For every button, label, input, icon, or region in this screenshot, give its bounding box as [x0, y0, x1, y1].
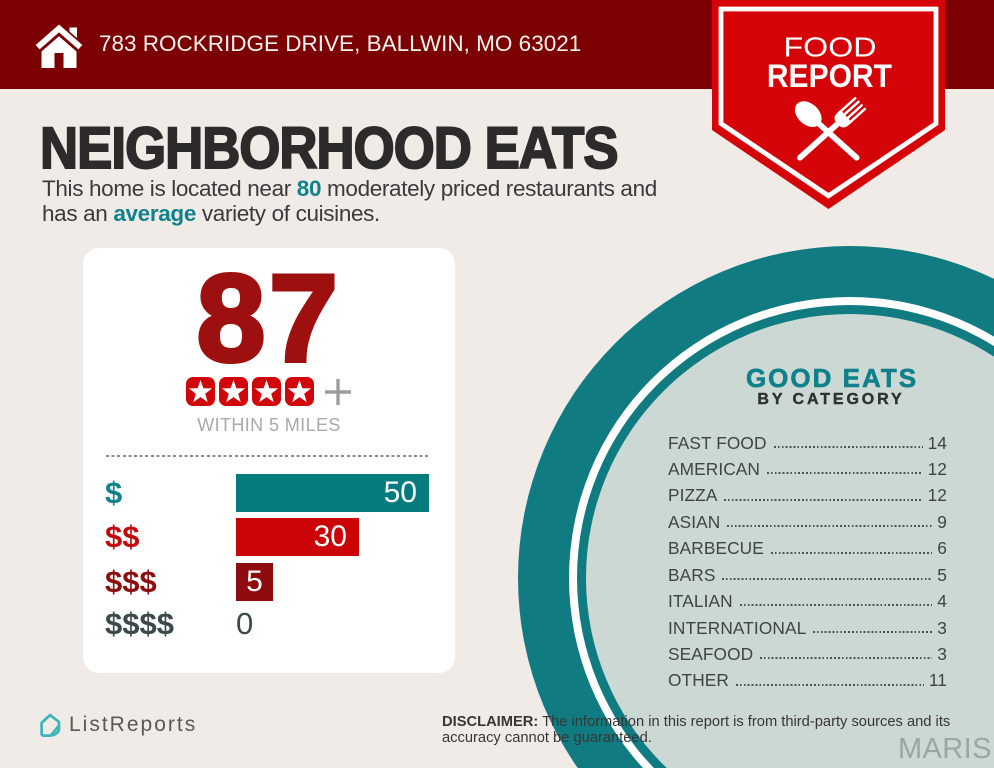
- svg-text:REPORT: REPORT: [767, 58, 892, 94]
- svg-text:FOOD: FOOD: [784, 32, 877, 63]
